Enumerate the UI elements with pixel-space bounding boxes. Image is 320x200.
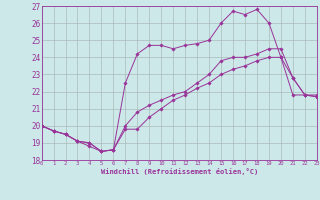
X-axis label: Windchill (Refroidissement éolien,°C): Windchill (Refroidissement éolien,°C): [100, 168, 258, 175]
